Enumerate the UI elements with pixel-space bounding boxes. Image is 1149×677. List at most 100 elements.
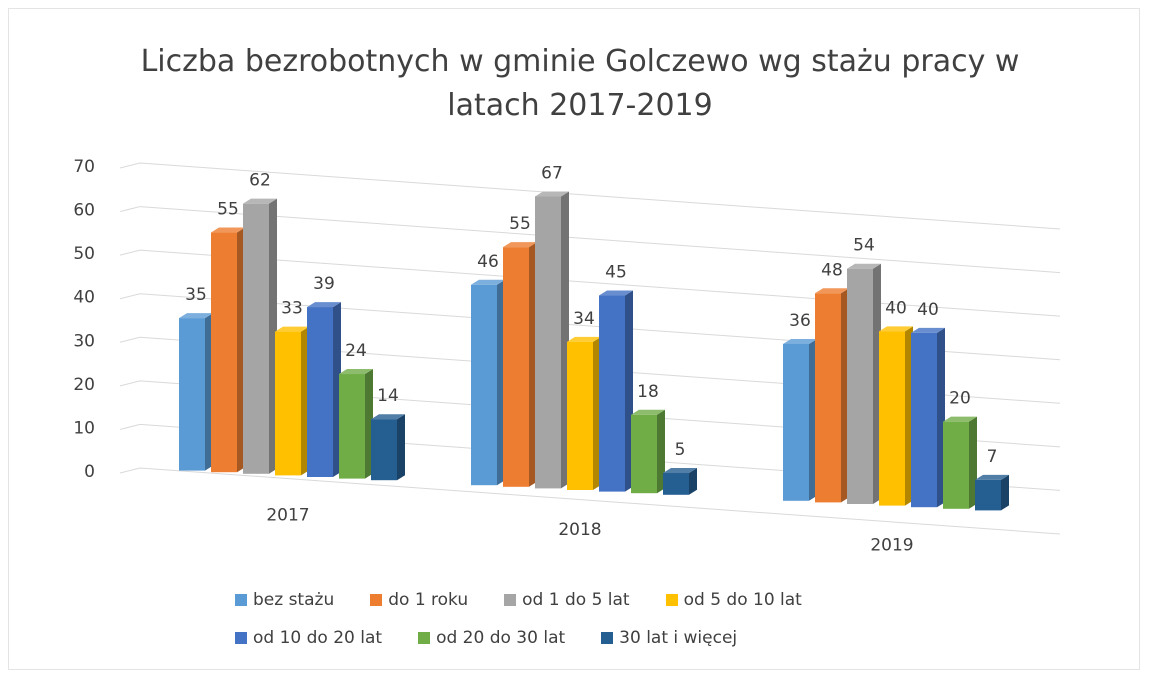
y-tick-label: 10	[73, 418, 95, 438]
grid-line	[119, 423, 1061, 491]
data-label: 7	[987, 447, 998, 467]
bar	[663, 473, 689, 495]
bar	[815, 293, 841, 503]
bar-top	[815, 288, 849, 294]
bar-top	[975, 474, 1009, 480]
bar-top	[535, 191, 569, 197]
legend-swatch	[504, 594, 517, 606]
bar-group	[975, 474, 1009, 511]
bar	[943, 421, 969, 509]
bar-group	[371, 414, 405, 481]
grid-line	[119, 249, 1061, 317]
bar-side	[657, 409, 665, 494]
data-label: 45	[605, 263, 627, 283]
bar-side	[689, 468, 697, 495]
legend-label: od 5 do 10 lat	[683, 590, 802, 610]
legend: bez stażu do 1 roku od 1 do 5 lat od 5 do 1…	[235, 590, 935, 648]
bar	[847, 268, 873, 504]
bar	[243, 203, 269, 474]
bar	[631, 414, 657, 494]
data-label: 14	[377, 386, 399, 406]
legend-item: od 5 do 10 lat	[665, 590, 802, 610]
y-tick-label: 20	[73, 375, 95, 395]
x-tick-label: 2017	[266, 505, 309, 525]
bar-top	[211, 227, 245, 233]
data-label: 33	[281, 299, 303, 319]
bar	[211, 232, 237, 473]
data-label: 55	[509, 214, 531, 234]
bar	[275, 331, 301, 476]
bar-top	[599, 290, 633, 296]
bar-group	[943, 416, 977, 509]
bar-group	[847, 263, 881, 504]
grid-line	[119, 336, 1061, 404]
legend-label: od 20 do 30 lat	[436, 628, 566, 648]
bar-group	[815, 288, 849, 503]
data-label: 46	[477, 252, 499, 272]
data-label: 34	[573, 309, 595, 329]
bar	[471, 284, 497, 486]
legend-item: 30 lat i więcej	[601, 628, 737, 648]
x-tick-label: 2018	[558, 520, 601, 540]
data-label: 67	[541, 163, 563, 183]
y-tick-label: 70	[73, 157, 95, 177]
bar-group	[179, 313, 213, 471]
bar-group	[339, 369, 373, 479]
legend-item: od 20 do 30 lat	[418, 628, 565, 648]
data-label: 5	[675, 440, 686, 460]
data-label: 48	[821, 260, 843, 280]
bar	[599, 295, 625, 492]
legend-swatch	[370, 594, 383, 606]
legend-item: od 1 do 5 lat	[504, 590, 630, 610]
legend-label: 30 lat i więcej	[619, 628, 738, 648]
bar	[339, 374, 365, 479]
bar-top	[503, 242, 537, 248]
data-label: 35	[185, 285, 207, 305]
legend-label: bez stażu	[253, 590, 335, 610]
y-tick-label: 60	[73, 201, 95, 221]
bar-group	[599, 290, 633, 492]
data-label: 62	[249, 171, 271, 191]
bar-group	[879, 326, 913, 506]
bar-top	[275, 326, 309, 332]
bar-group	[243, 198, 277, 474]
legend-swatch	[235, 632, 247, 644]
data-label: 40	[885, 298, 907, 318]
bar-top	[371, 414, 405, 420]
legend-swatch	[235, 594, 247, 606]
bar-group	[663, 468, 697, 495]
bar	[307, 307, 333, 477]
y-tick-label: 50	[73, 244, 95, 264]
grid-line	[119, 206, 1061, 274]
grid-line	[119, 380, 1061, 448]
bar-group	[783, 338, 817, 501]
bar-top	[783, 338, 817, 344]
grid-line	[119, 293, 1061, 361]
data-label: 40	[917, 300, 939, 320]
bar-top	[879, 326, 913, 332]
x-tick-label: 2019	[870, 536, 913, 556]
grid-line	[119, 162, 1061, 230]
bar	[879, 331, 905, 506]
bar	[503, 247, 529, 487]
legend-label: od 1 do 5 lat	[522, 590, 630, 610]
bar	[911, 332, 937, 508]
y-tick-label: 0	[84, 462, 95, 482]
legend-item: bez stażu	[235, 590, 334, 610]
bar-group	[275, 326, 309, 476]
data-label: 18	[637, 382, 659, 402]
bar-top	[179, 313, 213, 319]
bar-group	[211, 227, 245, 473]
bar	[783, 343, 809, 501]
bar-group	[307, 302, 341, 477]
data-label: 36	[789, 311, 811, 331]
bar-top	[307, 302, 341, 308]
legend-label: do 1 roku	[388, 590, 469, 610]
bar-group	[535, 191, 569, 489]
data-label: 20	[949, 389, 971, 409]
bar-top	[943, 416, 977, 422]
bar	[535, 196, 561, 489]
grid-line	[119, 467, 1061, 535]
